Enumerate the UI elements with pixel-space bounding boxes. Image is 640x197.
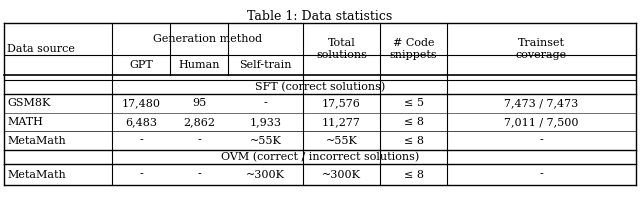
Text: ~300K: ~300K [322,169,361,179]
Text: ~300K: ~300K [246,169,285,179]
Text: MetaMath: MetaMath [8,136,67,146]
Text: 1,933: 1,933 [250,117,282,127]
Text: Trainset
coverage: Trainset coverage [516,38,567,60]
Text: Generation method: Generation method [153,34,262,44]
Text: 2,862: 2,862 [183,117,215,127]
Text: Table 1: Data statistics: Table 1: Data statistics [248,10,392,23]
Text: SFT (correct solutions): SFT (correct solutions) [255,82,385,92]
Text: MetaMath: MetaMath [8,169,67,179]
Text: # Code
snippets: # Code snippets [390,38,437,60]
Text: -: - [540,169,543,179]
Text: 6,483: 6,483 [125,117,157,127]
Text: Total
solutions: Total solutions [316,38,367,60]
Text: ~55K: ~55K [250,136,282,146]
Text: ≤ 8: ≤ 8 [403,117,424,127]
Text: -: - [139,136,143,146]
Text: ≤ 8: ≤ 8 [403,136,424,146]
Text: MATH: MATH [8,117,44,127]
Text: ~55K: ~55K [326,136,357,146]
Text: ≤ 5: ≤ 5 [403,98,424,109]
Text: ≤ 8: ≤ 8 [403,169,424,179]
Text: 7,011 / 7,500: 7,011 / 7,500 [504,117,579,127]
Text: Self-train: Self-train [239,60,292,70]
Text: 17,480: 17,480 [122,98,161,109]
Text: -: - [540,136,543,146]
Text: 7,473 / 7,473: 7,473 / 7,473 [504,98,579,109]
Text: Human: Human [179,60,220,70]
Text: 11,277: 11,277 [322,117,361,127]
Text: OVM (correct / incorrect solutions): OVM (correct / incorrect solutions) [221,152,419,162]
Text: GSM8K: GSM8K [8,98,51,109]
Text: 17,576: 17,576 [322,98,361,109]
Text: -: - [197,136,201,146]
Text: 95: 95 [192,98,206,109]
Text: -: - [139,169,143,179]
Text: Data source: Data source [7,44,75,54]
Text: -: - [264,98,268,109]
Text: GPT: GPT [129,60,153,70]
Text: -: - [197,169,201,179]
